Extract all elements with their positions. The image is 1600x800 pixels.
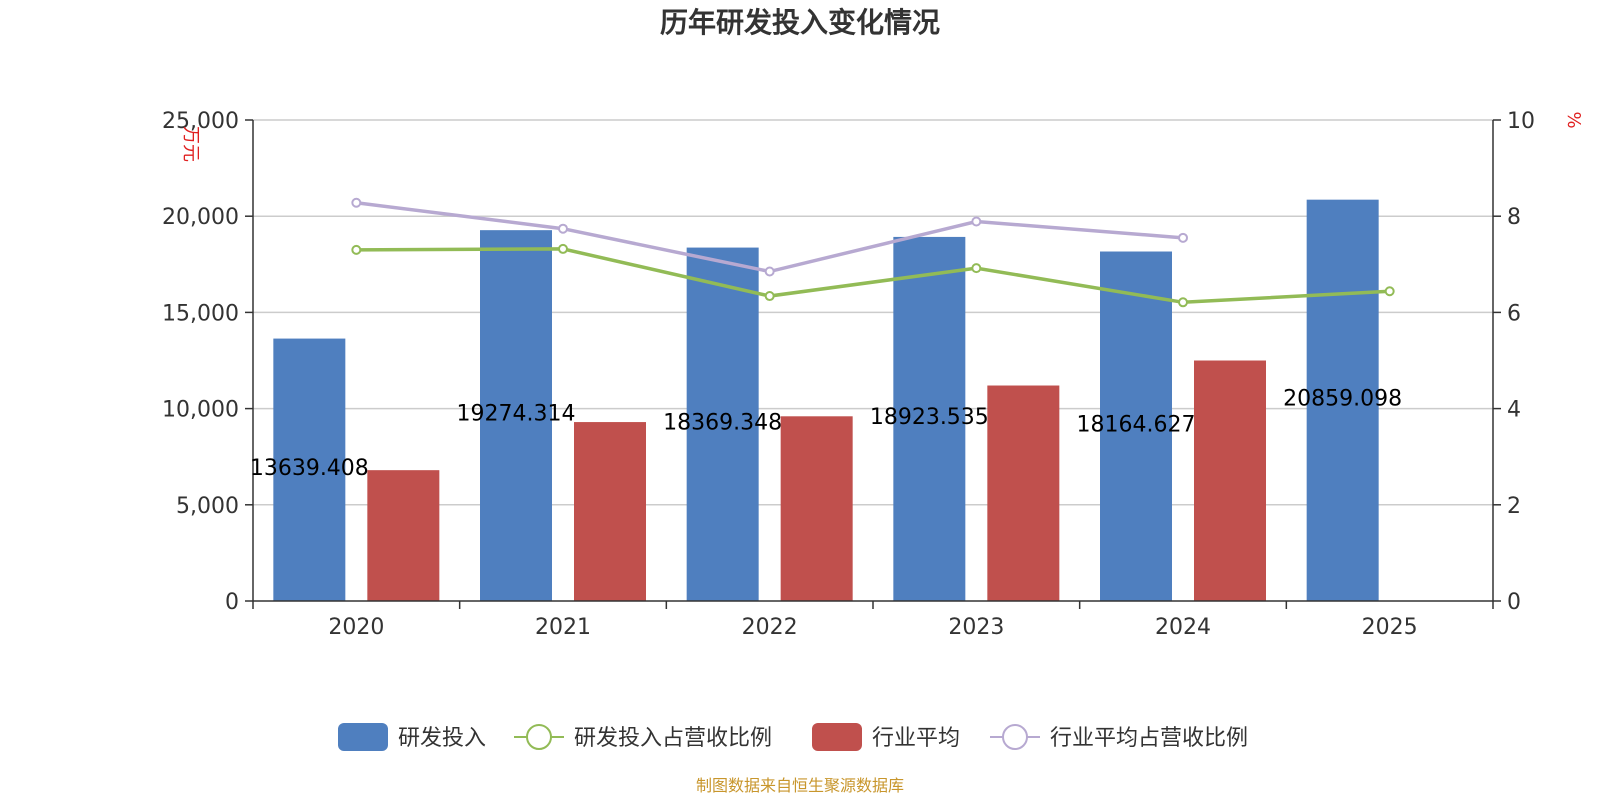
legend-swatch-marker [526, 724, 552, 750]
left-tick-label: 25,000 [162, 109, 239, 134]
point-行业平均占营收比例 [1178, 232, 1188, 243]
legend-swatch-marker [1002, 724, 1028, 750]
left-axis-ticks: 0 5,000 10,000 15,000 20,000 25,000 [162, 109, 239, 615]
x-tick-label: 2024 [1155, 615, 1211, 640]
bar-研发投入-2025 [1306, 199, 1379, 601]
point-研发投入占营收比例 [1178, 297, 1188, 308]
legend-item-行业平均占营收比例: 行业平均占营收比例 [990, 724, 1248, 751]
left-tick-label: 15,000 [162, 301, 239, 326]
left-tick-label: 0 [225, 590, 239, 615]
bar-研发投入-2021 [480, 230, 552, 601]
point-研发投入占营收比例 [351, 244, 362, 255]
legend-label: 研发投入 [398, 726, 486, 751]
legend-item-行业平均: 行业平均 [812, 723, 960, 751]
data-label: 13639.408 [250, 456, 369, 481]
bar-研发投入-2022 [686, 247, 759, 602]
legend-label: 行业平均占营收比例 [1050, 726, 1248, 751]
left-tick-label: 10,000 [162, 398, 239, 423]
data-label: 18369.348 [663, 410, 782, 435]
point-行业平均占营收比例 [351, 197, 362, 208]
data-label: 19274.314 [457, 402, 576, 427]
right-tick-label: 2 [1507, 494, 1521, 519]
source-note: 制图数据来自恒生聚源数据库 [696, 776, 904, 795]
left-tick-label: 5,000 [176, 494, 239, 519]
right-tick-label: 4 [1507, 398, 1521, 423]
bar-行业平均-2023 [987, 385, 1060, 601]
point-研发投入占营收比例 [558, 243, 568, 254]
legend-label: 研发投入占营收比例 [574, 726, 772, 751]
legend-item-研发投入占营收比例: 研发投入占营收比例 [514, 724, 772, 751]
right-tick-label: 0 [1507, 590, 1521, 615]
right-axis-unit: % [1563, 111, 1584, 128]
lines [351, 197, 1395, 308]
bar-行业平均-2024 [1194, 360, 1266, 601]
x-tick-label: 2025 [1362, 615, 1418, 640]
x-tick-label: 2022 [742, 615, 798, 640]
legend-swatch [812, 723, 862, 751]
axes [245, 119, 1501, 609]
legend-swatch [338, 723, 388, 751]
legend-item-研发投入: 研发投入 [338, 723, 486, 751]
right-tick-label: 8 [1507, 205, 1521, 230]
left-tick-label: 20,000 [162, 205, 239, 230]
bar-行业平均-2022 [780, 416, 853, 601]
line-研发投入占营收比例 [356, 247, 1390, 305]
left-axis-unit: 万元 [180, 126, 201, 162]
right-axis-ticks: 0 2 4 6 8 10 [1507, 109, 1535, 615]
legend: 研发投入 研发投入占营收比例 行业平均 行业平均占营收比例 [338, 723, 1248, 751]
x-tick-label: 2023 [948, 615, 1004, 640]
legend-label: 行业平均 [872, 726, 960, 751]
chart-title: 历年研发投入变化情况 [660, 6, 940, 39]
right-tick-label: 10 [1507, 109, 1535, 134]
data-label: 18923.535 [870, 405, 989, 430]
right-tick-label: 6 [1507, 301, 1521, 326]
bar-研发投入-2023 [893, 236, 966, 601]
point-行业平均占营收比例 [558, 223, 568, 234]
point-研发投入占营收比例 [1384, 286, 1395, 297]
bars [273, 199, 1379, 602]
data-labels: 13639.408 19274.314 18369.348 18923.535 1816… [250, 386, 1402, 480]
x-tick-label: 2021 [535, 615, 591, 640]
data-label: 18164.627 [1077, 412, 1196, 437]
point-行业平均占营收比例 [764, 266, 775, 277]
point-研发投入占营收比例 [764, 291, 775, 302]
data-label: 20859.098 [1283, 386, 1402, 411]
x-tick-label: 2020 [328, 615, 384, 640]
bar-研发投入-2020 [273, 338, 346, 601]
bar-研发投入-2024 [1100, 251, 1172, 601]
x-axis-ticks: 2020 2021 2022 2023 2024 2025 [328, 615, 1417, 640]
point-研发投入占营收比例 [971, 263, 982, 274]
bar-行业平均-2021 [574, 422, 646, 601]
point-行业平均占营收比例 [971, 216, 982, 227]
bar-行业平均-2020 [367, 470, 440, 601]
